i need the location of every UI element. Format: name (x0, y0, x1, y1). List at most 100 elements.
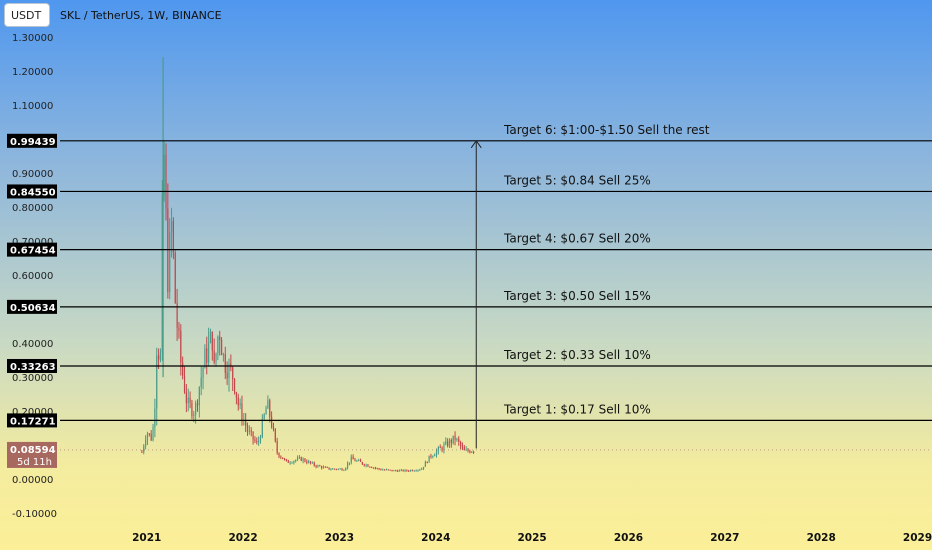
candle-body-38 (211, 331, 213, 351)
y-tick-label-12: -0.10000 (12, 509, 57, 520)
x-tick-label-2021: 2021 (132, 532, 161, 544)
candle-body-177 (469, 450, 471, 453)
x-tick-label-2023: 2023 (325, 532, 354, 544)
y-tick-label-8: 0.30000 (12, 373, 53, 384)
candle-body-24 (185, 392, 187, 404)
candle-body-75 (280, 456, 282, 458)
current-price-text: 0.08594 (10, 445, 56, 456)
candle-body-50 (233, 378, 236, 393)
candle-body-13 (165, 155, 167, 209)
candle-body-81 (291, 462, 293, 464)
candle-body-95 (317, 465, 319, 467)
candle-body-67 (265, 408, 267, 415)
candle-body-174 (463, 447, 465, 451)
candle-body-80 (289, 462, 291, 464)
candle-body-162 (441, 447, 443, 451)
target-label-1: Target 6: $1:00-$1.50 Sell the rest (503, 123, 710, 137)
target-label-6: Target 1: $0.17 Sell 10% (503, 402, 651, 416)
candle-body-169 (454, 435, 456, 440)
candle-body-1 (143, 446, 145, 453)
candle-body-11 (161, 195, 163, 353)
y-tick-label-7: 0.40000 (12, 339, 53, 350)
candle-body-74 (278, 452, 280, 457)
candle-body-107 (339, 468, 341, 470)
candle-body-85 (298, 457, 301, 459)
symbol-badge[interactable]: USDT (4, 3, 50, 27)
level-price-badge-2 (7, 184, 57, 199)
candle-body-156 (430, 455, 432, 457)
candle-body-40 (215, 353, 217, 363)
candle-body-148 (415, 470, 417, 472)
candle-body-88 (304, 458, 306, 462)
candle-body-42 (219, 336, 221, 341)
candle-body-118 (359, 460, 362, 462)
candle-body-0 (141, 451, 143, 453)
candle-body-139 (398, 470, 401, 472)
candle-body-29 (195, 403, 197, 415)
candle-body-165 (447, 441, 449, 447)
candle-body-2 (145, 440, 147, 447)
x-tick-label-2024: 2024 (421, 532, 450, 544)
candle-body-4 (148, 433, 150, 435)
candle-body-141 (402, 469, 404, 472)
candle-body-17 (172, 221, 175, 253)
projection-arrow-head (470, 139, 482, 149)
candle-body-30 (196, 403, 199, 406)
candle-body-117 (358, 460, 360, 462)
candle-body-86 (300, 457, 302, 461)
candle-body-149 (417, 469, 419, 471)
candle-body-35 (206, 348, 208, 363)
candle-body-37 (209, 331, 212, 343)
candle-body-144 (408, 470, 410, 472)
candle-body-167 (450, 439, 452, 444)
candle-body-132 (385, 469, 388, 471)
candle-body-43 (220, 340, 223, 356)
bar-countdown-text: 5d 11h (17, 457, 52, 468)
candle-body-124 (371, 467, 373, 469)
candle-body-122 (367, 464, 369, 467)
y-tick-label-4: 0.80000 (12, 203, 53, 214)
candle-body-126 (374, 467, 376, 469)
candle-body-53 (239, 403, 241, 406)
candles-layer (60, 57, 932, 473)
candle-body-7 (154, 408, 156, 428)
candle-body-91 (309, 461, 312, 463)
candle-body-58 (248, 430, 250, 432)
candle-body-171 (458, 438, 460, 442)
candle-body-121 (365, 464, 367, 466)
y-tick-label-9: 0.20000 (12, 407, 53, 418)
candle-body-108 (341, 468, 343, 471)
candle-body-120 (363, 464, 365, 466)
candle-body-114 (352, 456, 354, 460)
candle-body-73 (276, 440, 278, 453)
candle-body-22 (182, 362, 184, 376)
candle-body-92 (311, 462, 313, 464)
candle-body-172 (460, 441, 462, 446)
candle-body-100 (326, 467, 328, 469)
y-tick-label-1: 1.20000 (12, 67, 53, 78)
candle-body-137 (395, 470, 397, 472)
y-tick-label-11: 0.00000 (12, 475, 53, 486)
candle-body-152 (422, 466, 425, 469)
candle-body-14 (167, 208, 169, 293)
candle-body-12 (163, 155, 165, 196)
candle-body-31 (198, 387, 200, 406)
candle-body-62 (256, 441, 258, 443)
candle-body-83 (295, 460, 297, 462)
candle-body-125 (372, 467, 375, 469)
levels-layer: Target 6: $1:00-$1.50 Sell the rest Targe… (60, 123, 932, 421)
level-price-badge-3 (7, 242, 57, 257)
current-price-badge (7, 441, 57, 468)
x-tick-label-2027: 2027 (710, 532, 739, 544)
arrow-layer (470, 139, 482, 449)
candle-body-103 (332, 468, 334, 470)
candle-body-60 (252, 431, 254, 440)
candle-body-51 (235, 392, 238, 398)
candle-body-157 (432, 456, 434, 458)
candle-body-131 (384, 469, 386, 471)
candle-body-128 (378, 468, 380, 470)
candle-body-33 (202, 368, 204, 378)
candle-body-96 (319, 465, 321, 467)
